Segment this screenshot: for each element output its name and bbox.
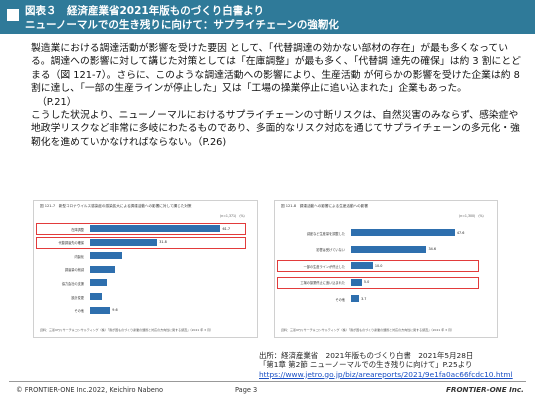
header-square-icon (7, 9, 19, 21)
value-label: 61.7 (222, 226, 230, 231)
category-label: 協力会社の支援 (61, 281, 84, 286)
bar (90, 265, 116, 273)
highlight-box (277, 260, 479, 272)
value-label: 34.6 (428, 247, 437, 251)
category-label: 減産など生産量を調整した (306, 231, 345, 236)
source-citation: 出所：経済産業省 2021年版ものづくり白書 2021年5月28日 「第1章 第… (259, 351, 513, 379)
body-text: 製造業における調達活動が影響を受けた要因 として、「代替調達の効かない部材の存在… (31, 42, 526, 149)
category-label: 影響は受けていない (316, 248, 345, 252)
value-label: 10.0 (374, 263, 383, 268)
source-link[interactable]: https://www.jetro.go.jp/biz/areareports/… (259, 369, 513, 379)
source-line-1: 出所：経済産業省 2021年版ものづくり白書 2021年5月28日 (259, 351, 474, 360)
category-label: 設計変更 (71, 295, 84, 300)
bar (90, 306, 111, 314)
header-title: 図表３ 経済産業省2021年版ものづくり白書より (25, 5, 265, 17)
highlight-box (36, 223, 246, 235)
value-label: 31.8 (159, 240, 167, 245)
footer-divider (9, 381, 526, 382)
header-subtitle: ニューノーマルでの生き残りに向けて：サプライチェーンの強靭化 (25, 19, 339, 31)
bar (351, 262, 373, 269)
category-label: 工場の操業停止に追い込まれた (300, 281, 345, 285)
copyright: © FRONTIER-ONE Inc.2022, Keichiro Nabeno (16, 386, 164, 394)
value-label: 3.7 (361, 296, 367, 301)
paragraph-1-ref: （P.21） (37, 96, 77, 108)
bar (90, 293, 102, 300)
bar (351, 295, 360, 302)
highlight-box (277, 276, 479, 289)
chart-title: 図 121-8 調達活動への影響による生産活動への影響 (281, 204, 368, 208)
bar (90, 238, 158, 246)
chart-121-7: 図 121-7 新型コロナウイルス感染症の感染拡大による調達活動への影響に対して… (33, 200, 258, 338)
value-label: 5.0 (363, 280, 370, 284)
chart-title: 図 121-7 新型コロナウイルス感染症の感染拡大による調達活動への影響に対して… (40, 204, 192, 208)
value-label: 9.6 (112, 308, 118, 313)
category-label: その他 (74, 309, 84, 314)
chart-note: 資料：三菱UFJリサーチ＆コンサルティング（株）「我が国ものづくり産業の課題と対… (40, 328, 214, 332)
chart-121-8: 図 121-8 調達活動への影響による生産活動への影響 (n=1,300) （%… (274, 200, 498, 338)
chart-unit: (n=1,300) （%） (459, 214, 486, 218)
source-line-2: 「第1章 第2節 ニューノーマルでの生き残りに向けて」P.25より (259, 360, 473, 370)
slide-header: 図表３ 経済産業省2021年版ものづくり白書より ニューノーマルでの生き残りに向… (0, 0, 535, 34)
chart-unit: (n=1,371) （%） (220, 214, 247, 218)
value-label: 47.6 (456, 230, 465, 235)
brand-logo: FRONTIER-ONE Inc. (446, 385, 524, 394)
bar (351, 229, 455, 236)
page-number: Page 3 (235, 386, 258, 394)
bar (90, 252, 122, 260)
category-label: 調達量の削減 (64, 268, 84, 273)
highlight-box (36, 236, 246, 249)
paragraph-1: 製造業における調達活動が影響を受けた要因 として、「代替調達の効かない部材の存在… (31, 43, 521, 95)
paragraph-2: こうした状況より、ニューノーマルにおけるサプライチェーンの寸断リスクは、自然災害… (31, 110, 520, 148)
chart-note: 資料：三菱UFJリサーチ＆コンサルティング（株）「我が国ものづくり産業の課題と対… (281, 328, 455, 332)
category-label: 在庫調整 (71, 227, 84, 232)
bar (90, 225, 221, 232)
category-label: 内製化 (74, 254, 84, 259)
category-label: その他 (335, 297, 345, 302)
category-label: 代替調達先の確保 (58, 241, 85, 246)
bar (90, 279, 107, 287)
bar (351, 245, 427, 253)
bar (351, 278, 362, 286)
category-label: 一部の生産ラインが停止した (303, 264, 345, 269)
